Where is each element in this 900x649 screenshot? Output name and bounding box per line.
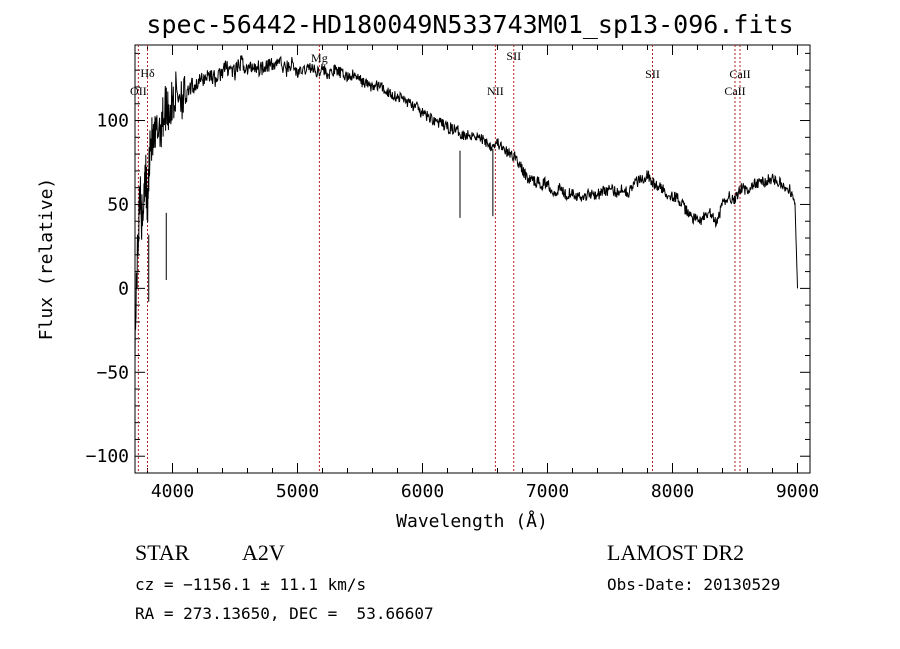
spectrum-line xyxy=(134,55,798,364)
y-tick-label: 100 xyxy=(96,111,129,132)
line-marker-label: NII xyxy=(487,84,504,98)
coordinates: RA = 273.13650, DEC = 53.66607 xyxy=(135,604,434,623)
line-marker-label: Hδ xyxy=(140,66,155,80)
plot-frame xyxy=(134,44,811,474)
x-tick-label: 9000 xyxy=(776,481,819,502)
chart-title: spec-56442-HD180049N533743M01_sp13-096.f… xyxy=(146,10,793,39)
spectrum-series xyxy=(134,55,798,364)
redshift-cz: cz = −1156.1 ± 11.1 km/s xyxy=(135,575,367,594)
y-axis-label: Flux (relative) xyxy=(36,178,57,341)
axis-ticks: 4000 5000 6000 7000 8000 9000 −100 −50 0 50 100 xyxy=(86,45,819,502)
line-marker-label: OII xyxy=(130,84,147,98)
line-marker-label: Mg xyxy=(311,51,328,65)
emission-line-markers: Hδ OII Mg NII SII SII CaII CaII xyxy=(130,45,751,473)
x-tick-label: 7000 xyxy=(526,481,569,502)
survey-name: LAMOST DR2 xyxy=(607,540,745,565)
x-axis-label: Wavelength (Å) xyxy=(396,510,548,532)
y-tick-label: −50 xyxy=(96,362,129,383)
line-marker-label: SII xyxy=(645,67,660,81)
y-tick-label: −100 xyxy=(86,446,129,467)
object-subclass: A2V xyxy=(242,540,285,565)
object-class: STAR xyxy=(135,540,190,565)
y-tick-label: 50 xyxy=(107,194,129,215)
x-tick-label: 6000 xyxy=(401,481,444,502)
line-marker-label: CaII xyxy=(729,67,750,81)
observation-date: Obs-Date: 20130529 xyxy=(607,575,781,594)
line-marker-label: SII xyxy=(506,49,521,63)
line-marker-label: CaII xyxy=(724,84,745,98)
y-tick-label: 0 xyxy=(118,278,129,299)
x-tick-label: 8000 xyxy=(651,481,694,502)
x-tick-label: 5000 xyxy=(276,481,319,502)
x-tick-label: 4000 xyxy=(151,481,194,502)
